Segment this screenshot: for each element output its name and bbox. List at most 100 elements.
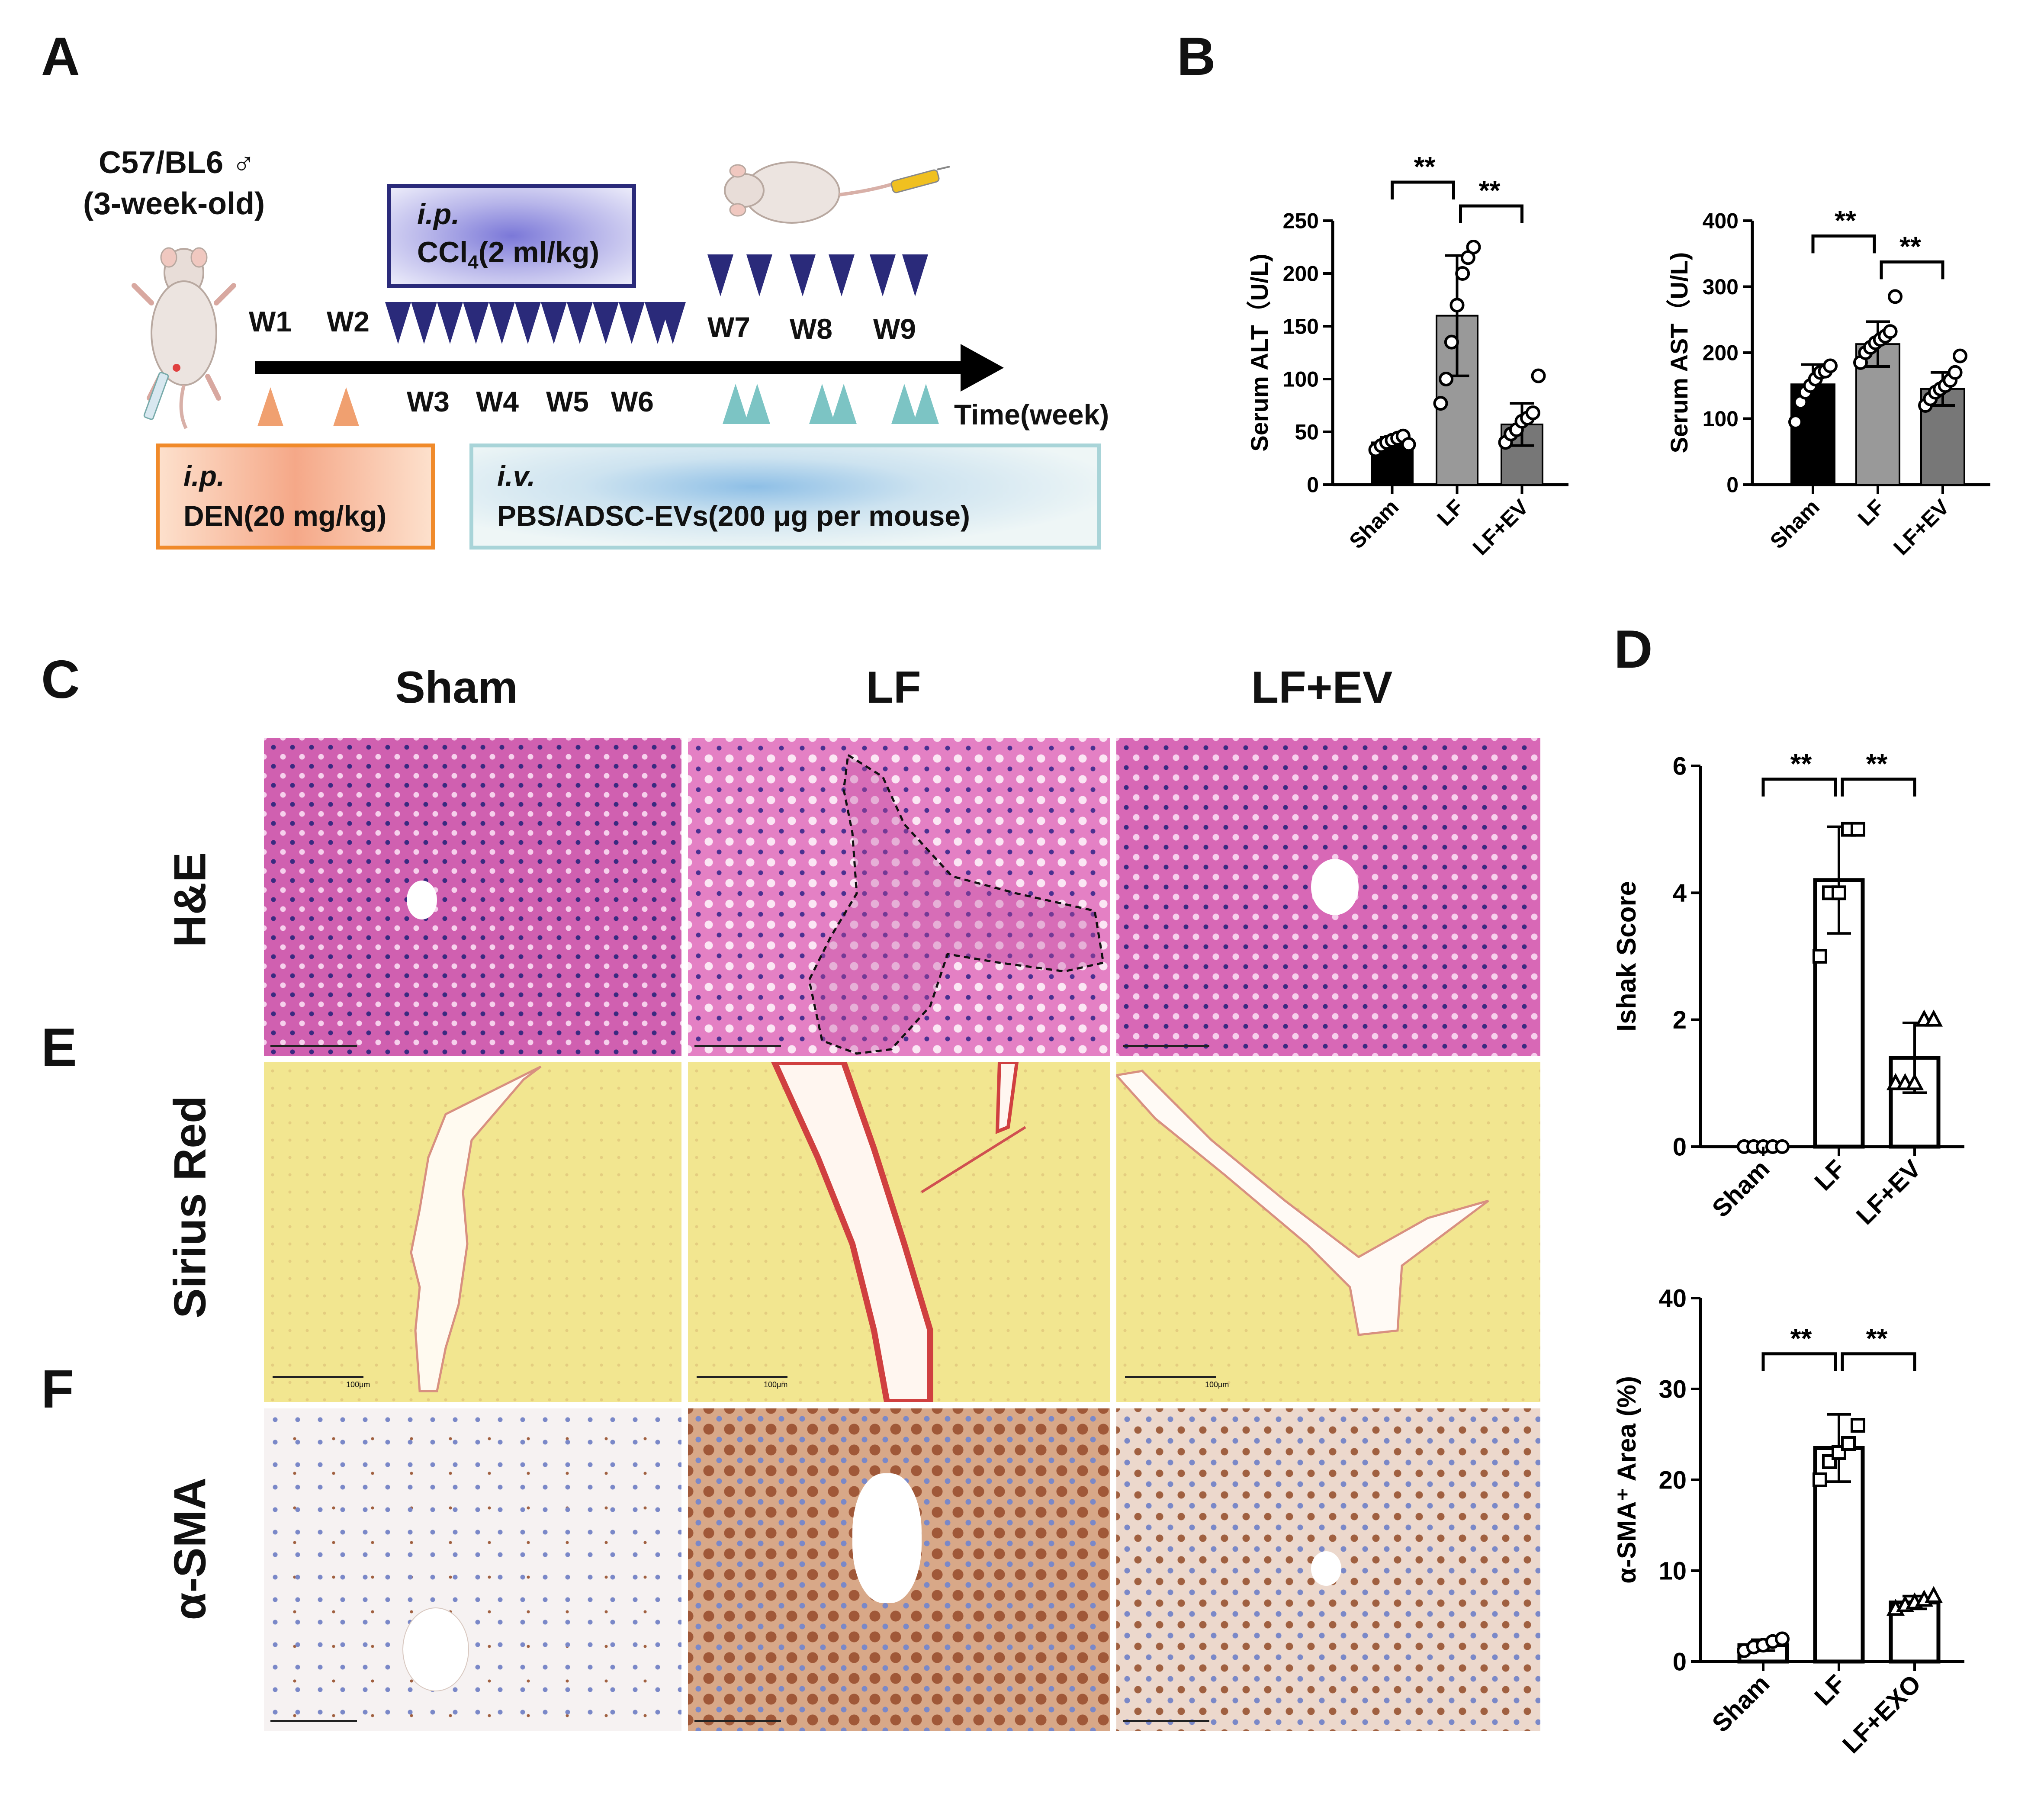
asma-lf-image	[688, 1408, 1110, 1731]
column-header-lf-ev: LF+EV	[1251, 662, 1393, 713]
significance-label: **	[1790, 748, 1812, 779]
data-point	[1444, 334, 1459, 350]
week-label-w9: W9	[873, 313, 916, 345]
data-point	[1775, 1139, 1790, 1154]
x-tick-label: Sham	[1765, 495, 1824, 553]
ccl4-route-label: i.p.	[417, 198, 460, 231]
y-tick-label: 250	[1283, 209, 1319, 233]
y-tick-label: 200	[1703, 341, 1739, 365]
significance-label: **	[1866, 1323, 1888, 1354]
ev-route-label: i.v.	[497, 460, 536, 492]
significance-label: **	[1790, 1323, 1812, 1354]
data-point	[1888, 289, 1903, 304]
significance-label: **	[1899, 231, 1921, 262]
y-tick-label: 0	[1726, 473, 1739, 497]
week-label-w4: W4	[476, 386, 519, 418]
ev-treatment-box: i.v. PBS/ADSC-EVs(200 μg per mouse)	[469, 444, 1101, 550]
x-tick-label: LF	[1809, 1669, 1851, 1711]
data-point	[1841, 1436, 1856, 1451]
data-point	[1813, 949, 1827, 964]
sirius-sham-image: 100μm	[264, 1062, 681, 1402]
y-tick-label: 200	[1283, 262, 1319, 286]
significance-bracket	[1811, 234, 1876, 254]
week-label-w3: W3	[407, 386, 450, 418]
row-header-asma: α-SMA	[165, 1477, 215, 1620]
x-tick-label: LF	[1853, 495, 1889, 530]
sirius-sham-vessel	[410, 1065, 542, 1392]
data-point	[1832, 885, 1846, 900]
mouse-injection-illustration-icon	[724, 161, 950, 224]
x-tick-label: Sham	[1707, 1669, 1775, 1738]
week-label-w8: W8	[790, 313, 832, 345]
y-axis-label: Serum AST（U/L)	[1665, 252, 1693, 453]
ccl4-chem-text: CCl	[417, 236, 468, 269]
ev-injection-markers	[723, 384, 939, 424]
data-point	[1531, 368, 1546, 383]
y-tick-label: 0	[1673, 1133, 1687, 1161]
scale-bar	[1123, 1045, 1209, 1047]
y-tick-label: 6	[1673, 752, 1687, 780]
ccl4-chem-subscript: 4	[468, 251, 479, 273]
data-point	[1948, 365, 1963, 380]
ccl4-late-injection-markers	[707, 254, 928, 296]
panel-label-a: A	[41, 27, 80, 87]
data-point	[1466, 240, 1481, 254]
y-axis-label: Serum ALT（U/L)	[1246, 254, 1273, 451]
panel-label-f: F	[41, 1360, 74, 1419]
scale-bar-label: 100μm	[764, 1380, 788, 1389]
ishak-score-bar-chart: 0 2 4 6 Ishak Score Sham LF LF+EV ** **	[1612, 748, 1964, 1230]
column-header-lf: LF	[866, 662, 921, 713]
y-tick-label: 40	[1658, 1284, 1687, 1312]
asma-lf-ev-vessel	[1311, 1551, 1341, 1586]
significance-label: **	[1866, 748, 1888, 779]
x-tick-label: LF+EV	[1468, 495, 1533, 560]
data-point	[1925, 1586, 1943, 1603]
column-header-sham: Sham	[395, 662, 518, 713]
x-tick-label: Sham	[1344, 495, 1403, 553]
y-tick-label: 100	[1283, 367, 1319, 392]
time-axis-label: Time(week)	[954, 399, 1109, 431]
scale-bar	[270, 1045, 357, 1047]
den-dose-label: DEN(20 mg/kg)	[183, 500, 387, 532]
asma-sham-central-vein	[402, 1607, 469, 1691]
data-point	[1449, 298, 1465, 313]
data-point	[1455, 266, 1470, 281]
scale-bar	[694, 1720, 781, 1722]
scale-bar-label: 100μm	[346, 1380, 370, 1389]
data-point	[1401, 437, 1416, 452]
data-point	[1883, 324, 1898, 339]
panel-label-d: D	[1614, 620, 1653, 679]
alt-bar-chart: 0 50 100 150 200 250 Serum ALT（U/L) Sham LF LF+EV…	[1246, 151, 1568, 560]
data-point	[1439, 372, 1454, 386]
y-tick-label: 400	[1703, 209, 1739, 233]
y-tick-label: 20	[1658, 1466, 1687, 1494]
data-point	[1433, 396, 1448, 411]
scale-bar	[273, 1376, 363, 1378]
scale-bar-label: 100μm	[1205, 1380, 1229, 1389]
scale-bar	[697, 1376, 787, 1378]
y-tick-label: 0	[1307, 473, 1319, 497]
he-lf-ev-central-vein	[1311, 859, 1359, 915]
row-header-he: H&E	[165, 852, 215, 948]
scale-bar	[694, 1045, 781, 1047]
mouse-age-label: (3-week-old)	[83, 186, 265, 221]
significance-bracket	[1841, 778, 1916, 797]
significance-label: **	[1414, 151, 1436, 182]
asma-lf-vessel	[852, 1473, 922, 1603]
ccl4-injection-markers	[385, 302, 686, 344]
week-label-w6: W6	[611, 386, 654, 418]
y-tick-label: 2	[1673, 1006, 1687, 1034]
y-tick-label: 150	[1283, 315, 1319, 339]
row-header-sirius-red: Sirius Red	[165, 1096, 215, 1318]
data-point	[1851, 822, 1865, 837]
panel-label-b: B	[1177, 27, 1216, 87]
significance-bracket	[1841, 1352, 1916, 1371]
panel-label-e: E	[41, 1018, 77, 1077]
he-sham-central-vein	[407, 881, 437, 919]
ccl4-dose-label: CCl4(2 ml/kg)	[417, 235, 599, 273]
data-point	[1906, 1073, 1924, 1090]
scale-bar	[1125, 1376, 1216, 1378]
week-label-w7: W7	[707, 311, 750, 343]
panel-label-c: C	[41, 650, 80, 710]
week-label-w2: W2	[327, 305, 370, 338]
